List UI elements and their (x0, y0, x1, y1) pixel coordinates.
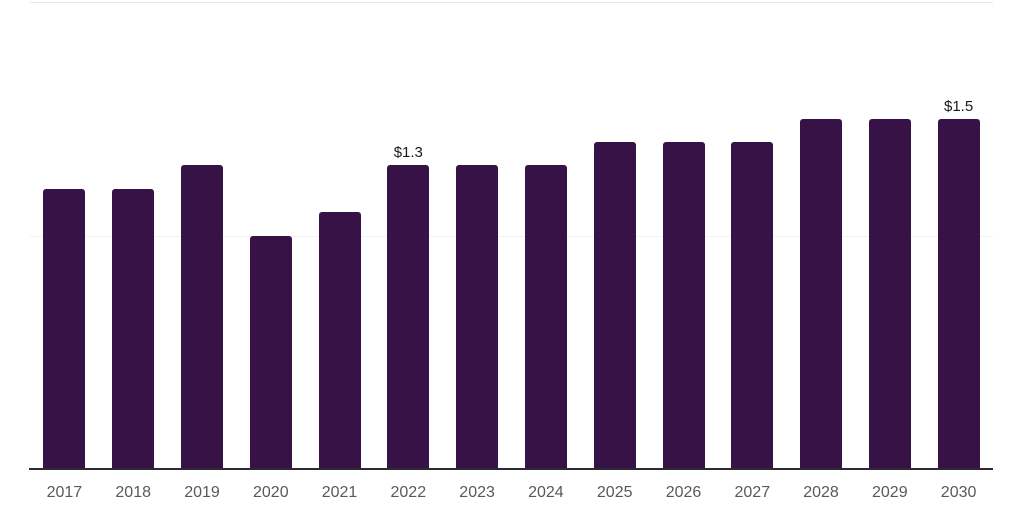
bar-2028 (800, 118, 842, 470)
x-tick-label-2030: 2030 (940, 484, 977, 501)
x-tick-label-2027: 2027 (734, 484, 771, 501)
bar-2019 (181, 165, 223, 469)
bar-2026 (662, 142, 705, 469)
x-tick-label-2025: 2025 (596, 484, 633, 501)
x-tick-label-2019: 2019 (184, 484, 220, 501)
x-tick-label-2020: 2020 (253, 484, 289, 501)
gridline-1 (30, 236, 993, 237)
bar-2025 (593, 142, 636, 469)
bar-2021 (318, 212, 361, 469)
bar-value-label-2022: $1.3 (393, 144, 423, 162)
bar-2024 (524, 165, 567, 469)
x-tick-label-2029: 2029 (872, 484, 908, 501)
x-tick-label-2022: 2022 (390, 484, 427, 501)
x-axis-line (29, 468, 993, 470)
x-tick-label-2017: 2017 (46, 484, 83, 501)
bar-2017 (43, 188, 86, 469)
bar-2030 (937, 118, 980, 470)
x-tick-label-2028: 2028 (803, 484, 839, 501)
x-tick-label-2024: 2024 (528, 484, 564, 501)
x-tick-label-2021: 2021 (321, 484, 358, 501)
gridline-2 (30, 2, 993, 3)
bar-2020 (249, 235, 292, 469)
bar-value-label-2030: $1.5 (943, 97, 974, 115)
bar-2027 (731, 142, 774, 469)
bar-2022 (387, 165, 430, 469)
x-tick-label-2018: 2018 (115, 484, 151, 501)
bar-2018 (112, 188, 155, 469)
bar-2029 (868, 118, 911, 470)
x-tick-label-2026: 2026 (665, 484, 702, 501)
x-tick-label-2023: 2023 (459, 484, 495, 501)
bar-2023 (456, 165, 499, 469)
